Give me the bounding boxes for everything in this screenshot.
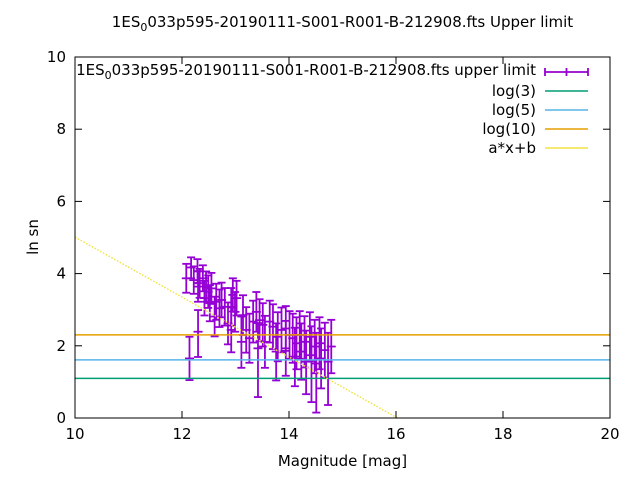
svg-text:10: 10 [65, 425, 84, 443]
legend-entry-log10-line: log(10) [76, 119, 590, 138]
chart-title-subscript: 0 [140, 21, 148, 34]
legend-line-sample-icon [545, 127, 588, 130]
svg-text:8: 8 [56, 120, 66, 138]
axes: 10 12 14 16 18 20 0 2 4 6 8 10 [47, 48, 620, 443]
x-axis-label: Magnitude [mag] [277, 452, 408, 470]
legend-line-sample-icon [545, 108, 588, 111]
svg-text:18: 18 [493, 425, 512, 443]
legend: 1ES0033p595-20190111-S001-R001-B-212908.… [76, 61, 590, 157]
chart-title-prefix: 1ES [111, 13, 141, 31]
chart-title-rest: 033p595-20190111-S001-R001-B-212908.fts … [147, 13, 574, 31]
svg-text:4: 4 [56, 265, 66, 283]
svg-text:6: 6 [56, 192, 66, 210]
legend-errorbar-sample-icon [544, 67, 589, 76]
legend-entry-log5-line: log(5) [76, 100, 590, 119]
legend-entry-log3-line: log(3) [76, 81, 590, 100]
svg-text:12: 12 [172, 425, 191, 443]
legend-label: 1ES0033p595-20190111-S001-R001-B-212908.… [76, 61, 536, 82]
legend-label: log(5) [491, 100, 536, 119]
legend-entry-upper-limit-errorbars: 1ES0033p595-20190111-S001-R001-B-212908.… [76, 61, 590, 82]
legend-line-sample-icon [545, 89, 588, 92]
legend-line-sample-icon [545, 146, 588, 149]
svg-text:10: 10 [47, 48, 66, 66]
legend-label: log(3) [491, 81, 536, 100]
svg-text:14: 14 [279, 425, 298, 443]
upper-limit-errorbars [181, 256, 336, 414]
svg-text:16: 16 [386, 425, 405, 443]
svg-text:0: 0 [56, 409, 66, 427]
chart-title: 1ES0033p595-20190111-S001-R001-B-212908.… [75, 13, 610, 34]
svg-text:20: 20 [600, 425, 619, 443]
svg-text:2: 2 [56, 337, 66, 355]
fit-line [74, 236, 398, 419]
legend-entry-fit-line: a*x+b [76, 138, 590, 157]
legend-label: log(10) [482, 119, 536, 138]
legend-label: a*x+b [488, 138, 536, 157]
